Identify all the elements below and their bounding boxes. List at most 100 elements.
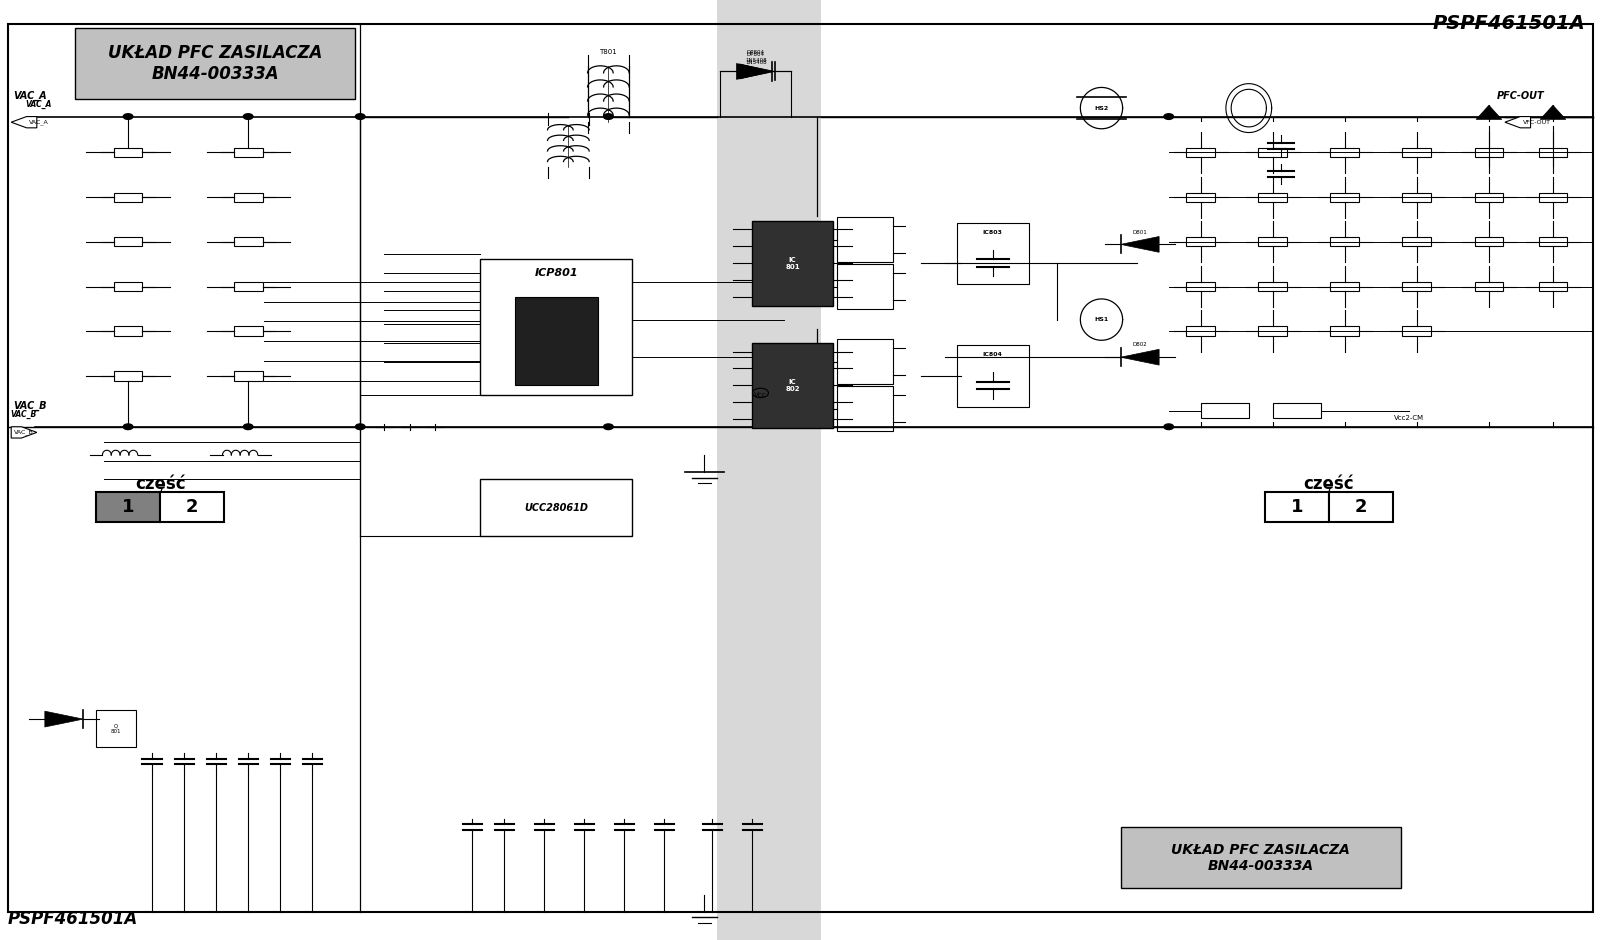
Bar [234, 326, 263, 336]
Bar [114, 237, 142, 246]
Text: PSPF461501A: PSPF461501A [1433, 14, 1585, 33]
Bar [752, 343, 833, 428]
Circle shape [604, 424, 613, 430]
Bar [1186, 148, 1215, 157]
Bar [1402, 326, 1431, 336]
Bar [1258, 282, 1287, 291]
Text: UKŁAD PFC ZASILACZA
BN44-00333A: UKŁAD PFC ZASILACZA BN44-00333A [1172, 842, 1350, 873]
Text: DP804: DP804 [746, 52, 765, 57]
Circle shape [355, 114, 365, 119]
Polygon shape [1505, 117, 1531, 128]
Bar [1539, 237, 1567, 246]
Bar [1539, 148, 1567, 157]
Bar [234, 371, 263, 381]
Bar [957, 224, 1029, 284]
Bar [1186, 282, 1215, 291]
Polygon shape [1121, 237, 1159, 252]
Bar [114, 282, 142, 291]
Bar [1539, 282, 1567, 291]
Text: IC804: IC804 [983, 352, 1002, 357]
Bar [837, 217, 893, 262]
Polygon shape [1121, 350, 1159, 365]
Bar [1330, 148, 1359, 157]
Bar [1475, 193, 1503, 202]
Bar [717, 0, 821, 940]
Text: VAC_A: VAC_A [29, 119, 48, 125]
Text: 1N5408: 1N5408 [744, 57, 767, 63]
Circle shape [243, 424, 253, 430]
Bar [114, 148, 142, 157]
Circle shape [604, 114, 613, 119]
Bar [234, 282, 263, 291]
Bar [114, 193, 142, 202]
Text: ICP801: ICP801 [535, 268, 578, 277]
Bar [114, 371, 142, 381]
Bar [1186, 237, 1215, 246]
Bar [1402, 237, 1431, 246]
Text: VFC-OUT: VFC-OUT [1523, 119, 1550, 125]
Bar [1258, 148, 1287, 157]
Bar [96, 710, 136, 747]
Bar [1402, 282, 1431, 291]
Bar [837, 264, 893, 309]
Text: Vcc: Vcc [754, 392, 767, 398]
Bar [514, 297, 599, 385]
Bar [480, 479, 632, 536]
Circle shape [123, 114, 133, 119]
Bar [1265, 492, 1329, 522]
Text: część: część [134, 475, 186, 494]
Bar [480, 258, 632, 395]
Text: 1N5408: 1N5408 [744, 59, 767, 65]
Bar [1258, 193, 1287, 202]
Bar [114, 326, 142, 336]
Text: 1: 1 [122, 497, 134, 516]
Bar [1475, 148, 1503, 157]
Bar [1273, 403, 1321, 418]
Bar [1475, 237, 1503, 246]
Bar [1330, 326, 1359, 336]
Bar [1329, 492, 1393, 522]
Bar [1402, 148, 1431, 157]
Bar [752, 221, 833, 306]
Bar [1539, 193, 1567, 202]
Polygon shape [736, 64, 775, 79]
Text: PFC-OUT: PFC-OUT [1497, 91, 1545, 101]
Text: VAC_B: VAC_B [13, 401, 46, 411]
Bar [1121, 827, 1401, 888]
Polygon shape [740, 64, 772, 79]
Text: VAC_A: VAC_A [26, 100, 51, 109]
Bar [1258, 237, 1287, 246]
Text: Q
801: Q 801 [110, 723, 122, 734]
Circle shape [355, 424, 365, 430]
Bar [1402, 193, 1431, 202]
Circle shape [1164, 114, 1174, 119]
Polygon shape [11, 427, 37, 438]
Text: UCC28061D: UCC28061D [525, 503, 588, 512]
Bar [234, 237, 263, 246]
Text: D802: D802 [1132, 342, 1148, 348]
Bar [160, 492, 224, 522]
Bar [1330, 193, 1359, 202]
Text: Vcc2-CM: Vcc2-CM [1394, 415, 1423, 421]
Bar [837, 339, 893, 384]
Text: D801: D801 [1132, 229, 1148, 235]
Polygon shape [11, 117, 37, 128]
Text: 2: 2 [1354, 497, 1367, 516]
Text: IC803: IC803 [983, 230, 1002, 235]
Circle shape [1164, 424, 1174, 430]
Bar [1475, 282, 1503, 291]
Text: część: część [1303, 475, 1354, 494]
Text: VAC_B: VAC_B [14, 430, 34, 435]
Text: 1: 1 [1290, 497, 1303, 516]
Bar [1201, 403, 1249, 418]
Bar [1186, 193, 1215, 202]
Circle shape [123, 424, 133, 430]
Bar [1330, 237, 1359, 246]
Text: T801: T801 [599, 49, 618, 55]
Text: IC
802: IC 802 [784, 379, 800, 392]
Bar [75, 28, 355, 99]
Bar [1330, 282, 1359, 291]
Text: PSPF461501A: PSPF461501A [8, 910, 138, 929]
Bar [234, 193, 263, 202]
Bar [234, 148, 263, 157]
